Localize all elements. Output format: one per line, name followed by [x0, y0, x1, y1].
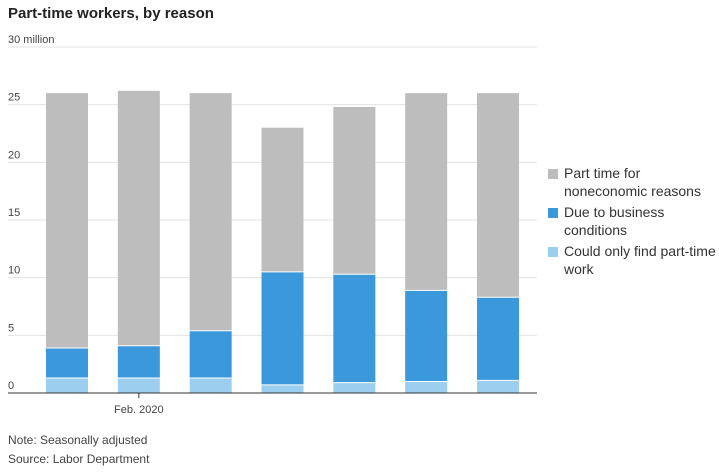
y-tick-label: 5 [8, 322, 14, 334]
legend-label-noneconomic: Part time for noneconomic reasons [564, 165, 701, 199]
legend-swatch-noneconomic [548, 169, 558, 179]
note: Note: Seasonally adjusted [8, 433, 148, 447]
legend-item-could-only-find: Could only find part-time work [548, 242, 718, 278]
legend-item-business-conditions: Due to business conditions [548, 203, 718, 239]
y-tick-label: 30 million [8, 34, 54, 46]
bar-segment [333, 106, 376, 275]
y-tick-label: 20 [8, 149, 20, 161]
bar-segment [333, 274, 376, 383]
bar-segment [477, 93, 519, 298]
bar-segment [333, 382, 376, 393]
bar-segment [117, 378, 160, 393]
legend: Part time for noneconomic reasons Due to… [548, 164, 718, 281]
bar-segment [477, 380, 519, 393]
bar-segment [46, 93, 88, 349]
y-tick-label: 10 [8, 265, 20, 277]
legend-item-noneconomic: Part time for noneconomic reasons [548, 164, 718, 200]
bar-segment [117, 90, 160, 346]
legend-label-could-only-find: Could only find part-time work [564, 243, 716, 277]
bar-segment [477, 297, 519, 381]
bar-segment [405, 290, 448, 382]
bar-segment [261, 127, 304, 272]
legend-swatch-could-only-find [548, 247, 558, 257]
bar-segment [405, 93, 448, 291]
bar-segment [189, 378, 232, 393]
y-tick-label: 0 [8, 380, 14, 392]
bar-segment [405, 381, 448, 393]
bar-segment [261, 384, 304, 393]
bar-segment [261, 271, 304, 385]
bar-segment [117, 345, 160, 379]
bar-segment [46, 378, 88, 393]
legend-swatch-business-conditions [548, 208, 558, 218]
y-tick-label: 15 [8, 207, 20, 219]
bar-segment [189, 330, 232, 379]
legend-label-business-conditions: Due to business conditions [564, 204, 665, 238]
y-tick-label: 25 [8, 92, 20, 104]
chart-title: Part-time workers, by reason [8, 5, 214, 22]
bar-segment [189, 93, 232, 331]
source: Source: Labor Department [8, 452, 150, 466]
x-tick-label: Feb. 2020 [114, 404, 164, 416]
bar-segment [46, 348, 88, 379]
